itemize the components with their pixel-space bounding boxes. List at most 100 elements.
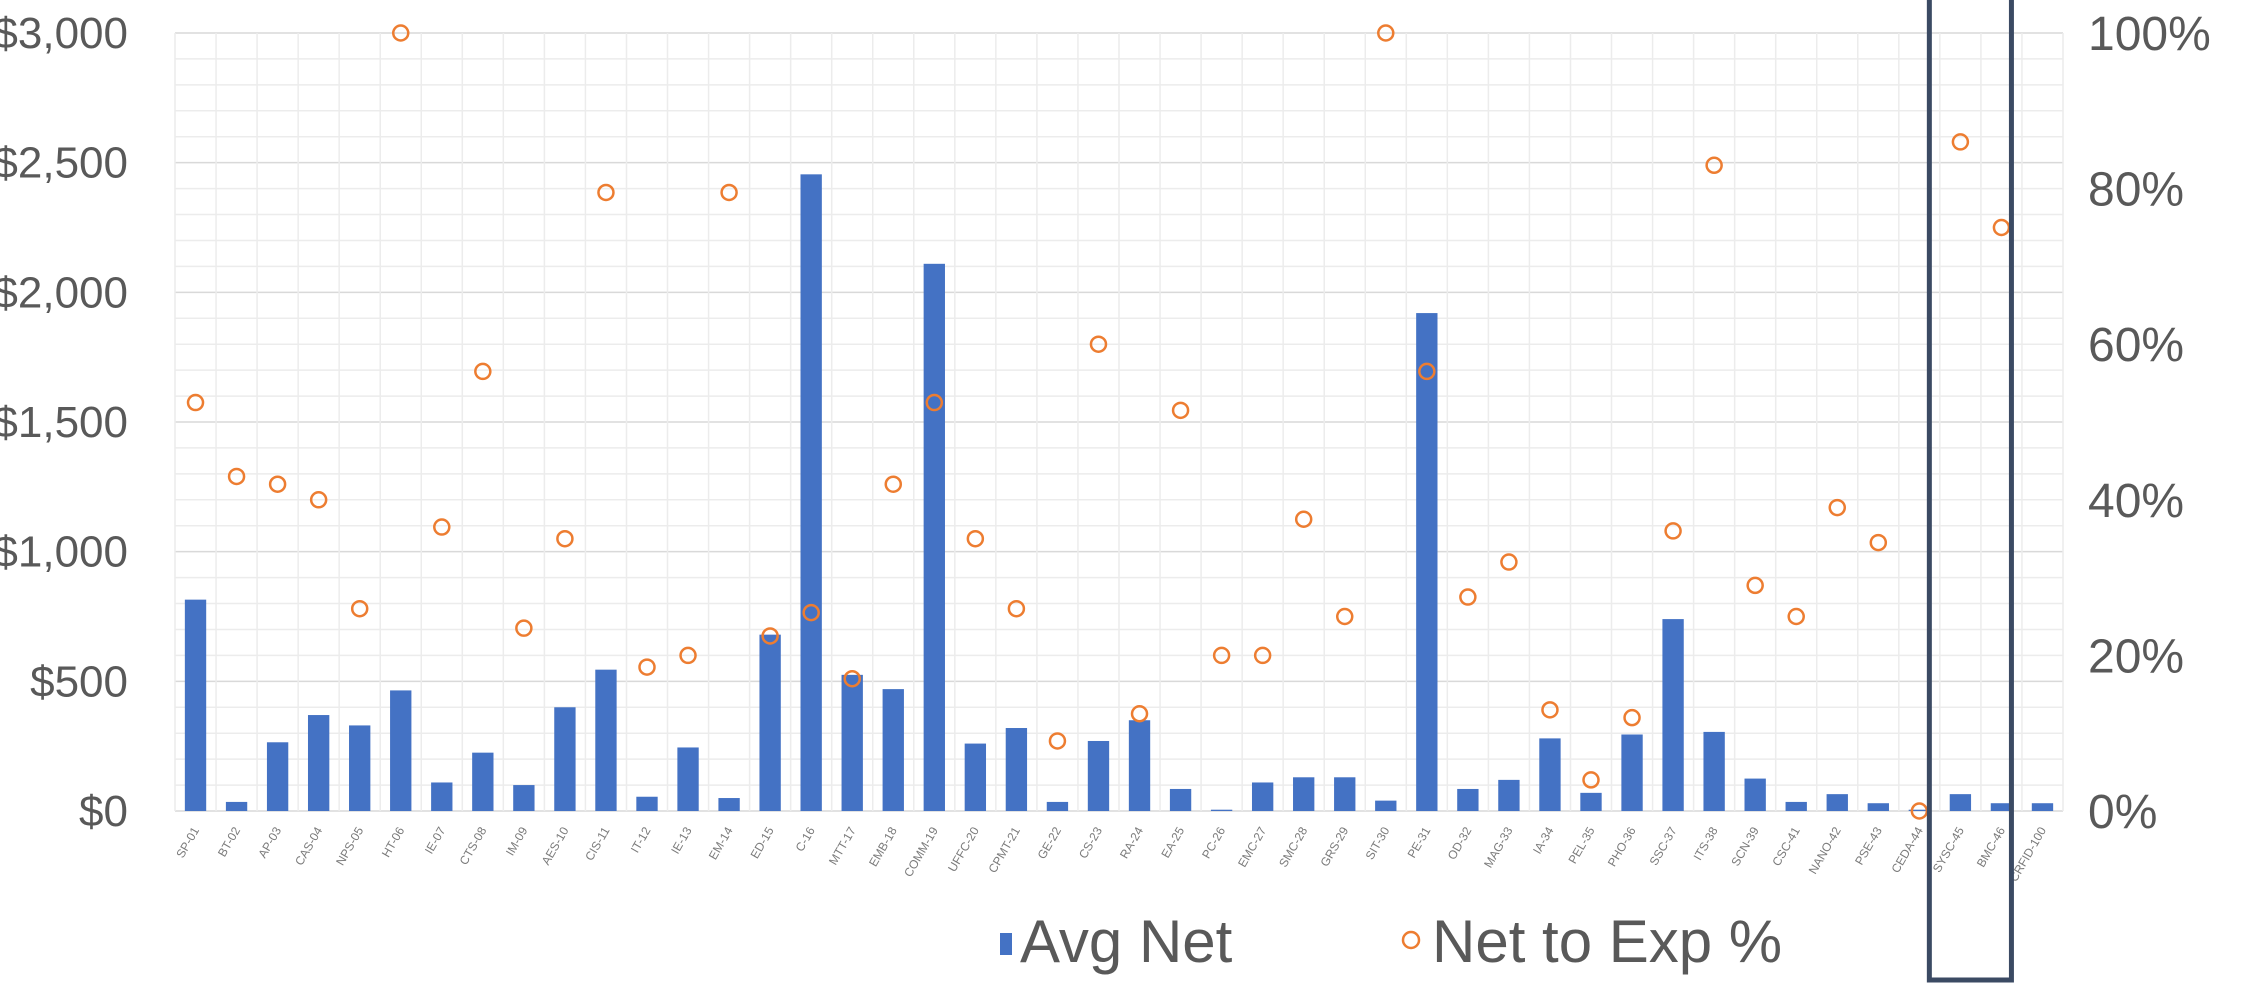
y-tick-right: 100% (2088, 8, 2211, 61)
bar-COMM-19 (923, 263, 945, 812)
x-tick: MAG-33 (1481, 824, 1516, 870)
point-PHO-36 (1623, 708, 1641, 727)
x-tick: EMB-18 (866, 824, 900, 869)
x-tick: CAS-04 (292, 824, 325, 868)
x-tick: SIT-30 (1363, 824, 1393, 862)
x-tick: SP-01 (173, 824, 202, 860)
point-CAS-04 (309, 491, 328, 509)
x-tick: NANO-42 (1806, 824, 1844, 876)
point-GE-22 (1048, 732, 1067, 750)
x-tick: AES-10 (539, 824, 572, 867)
bar-IM-09 (513, 785, 535, 811)
bar-CRFID-100 (2031, 803, 2054, 811)
point-MTT-17 (843, 669, 861, 688)
bar-OD-32 (1457, 788, 1479, 811)
point-HT-06 (391, 24, 410, 42)
x-tick: PE-31 (1405, 824, 1434, 860)
x-tick: NPS-05 (333, 824, 366, 868)
legend-label-avg-net: Avg Net (1020, 908, 1233, 975)
bar-MAG-33 (1498, 779, 1520, 811)
point-SSC-37 (1664, 522, 1682, 540)
legend-marker-net-to-exp (1401, 930, 1421, 950)
x-tick: IA-34 (1530, 824, 1557, 856)
bar-SIT-30 (1375, 800, 1397, 811)
point-SCN-39 (1746, 576, 1764, 595)
y-tick-left: $2,000 (0, 268, 128, 317)
bar-GRS-29 (1334, 777, 1356, 811)
y-axis-left-ticks: $0 $500 $1,000 $1,500 $2,000 $2,500 $3,000 (0, 9, 128, 836)
bar-CEDA-44 (1908, 809, 1931, 811)
x-tick: IE-13 (668, 824, 695, 856)
bar-BMC-46 (1990, 803, 2013, 811)
point-PE-31 (1418, 362, 1436, 381)
point-ITS-38 (1705, 156, 1723, 175)
bar-CPMT-21 (1005, 728, 1028, 811)
bar-HT-06 (390, 690, 412, 811)
legend-label-net-to-exp: Net to Exp % (1432, 908, 1782, 975)
bar-NPS-05 (349, 725, 371, 811)
legend: Avg Net Net to Exp % (1000, 908, 1782, 975)
x-tick: IT-12 (628, 824, 654, 855)
bar-RA-24 (1128, 720, 1151, 811)
point-EM-14 (720, 183, 738, 202)
y-tick-left: $3,000 (0, 9, 128, 58)
bar-SCN-39 (1744, 778, 1766, 811)
point-CTS-08 (474, 362, 492, 381)
x-tick: GRS-29 (1318, 824, 1352, 869)
y-tick-left: $1,000 (0, 528, 128, 577)
point-SMC-28 (1294, 510, 1313, 528)
point-AES-10 (556, 529, 574, 548)
gridlines (174, 32, 2064, 812)
point-SP-01 (186, 393, 205, 412)
x-tick: BMC-46 (1974, 824, 2008, 869)
bar-GE-22 (1046, 801, 1069, 811)
point-AP-03 (268, 475, 287, 493)
point-BT-02 (227, 467, 246, 486)
bar-ED-15 (759, 634, 781, 811)
point-BMC-46 (1992, 218, 2011, 237)
point-EA-25 (1171, 401, 1190, 420)
y-tick-left: $0 (79, 787, 128, 836)
x-tick: AP-03 (255, 824, 284, 860)
point-OD-32 (1459, 588, 1477, 606)
bar-SYSC-45 (1949, 794, 1972, 811)
bar-CSC-41 (1785, 801, 1807, 811)
bar-PEL-35 (1580, 792, 1602, 811)
bar-IA-34 (1539, 738, 1561, 811)
legend-swatch-avg-net (1000, 933, 1012, 955)
point-IT-12 (638, 658, 656, 676)
bar-BT-02 (225, 801, 248, 811)
highlight-rectangle (1926, 0, 2014, 983)
bar-PHO-36 (1621, 734, 1643, 811)
point-GRS-29 (1335, 607, 1354, 626)
bar-SMC-28 (1293, 777, 1315, 811)
x-tick: PHO-36 (1605, 824, 1639, 869)
x-tick: C-16 (793, 824, 818, 854)
y-tick-left: $500 (30, 657, 128, 706)
point-SIT-30 (1377, 24, 1395, 42)
point-C-16 (802, 603, 820, 622)
point-CSC-41 (1787, 607, 1805, 626)
bar-EMC-27 (1251, 782, 1274, 811)
bar-EA-25 (1169, 788, 1192, 811)
point-IE-13 (679, 646, 697, 665)
x-tick: UFFC-20 (945, 824, 982, 874)
y-tick-left: $2,500 (0, 139, 128, 188)
x-tick: PEL-35 (1565, 824, 1597, 866)
point-SYSC-45 (1951, 133, 1970, 151)
x-tick: ED-15 (748, 824, 777, 861)
point-EMC-27 (1253, 646, 1272, 665)
y-tick-right: 80% (2088, 164, 2184, 217)
y-tick-left: $1,500 (0, 398, 128, 447)
x-tick: OD-32 (1445, 824, 1475, 862)
point-IM-09 (515, 619, 533, 637)
x-tick: HT-06 (379, 824, 408, 860)
bar-C-16 (800, 174, 822, 811)
point-CS-23 (1089, 335, 1108, 353)
point-CIS-11 (597, 183, 615, 202)
point-NANO-42 (1828, 498, 1847, 517)
x-tick: MTT-17 (826, 824, 859, 867)
bar-PSE-43 (1867, 803, 1889, 811)
x-tick: COMM-19 (901, 824, 941, 879)
bar-ITS-38 (1703, 731, 1725, 811)
